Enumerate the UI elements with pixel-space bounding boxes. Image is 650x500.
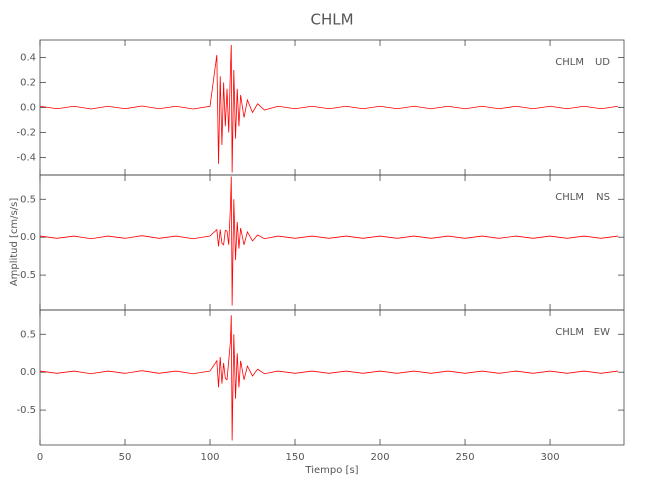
- y-tick-label: -0.5: [16, 405, 36, 416]
- chart-title: CHLM: [310, 11, 353, 29]
- y-tick-label: 0.0: [20, 232, 36, 243]
- x-tick-label: 300: [540, 452, 559, 463]
- panel-frame: [39, 39, 625, 176]
- x-axis-label: Tiempo [s]: [304, 465, 358, 476]
- y-axis-label: Amplitud [cm/s/s]: [9, 198, 20, 287]
- y-tick-label: -0.5: [16, 270, 36, 281]
- panel-frame: [39, 309, 625, 446]
- y-tick-label: 0.5: [20, 194, 36, 205]
- station-label: CHLM: [555, 327, 584, 338]
- station-label: CHLM: [555, 192, 584, 203]
- y-tick-label: 0.5: [20, 329, 36, 340]
- component-label: UD: [595, 57, 610, 68]
- x-tick-label: 0: [37, 452, 43, 463]
- component-label: NS: [596, 192, 610, 203]
- y-tick-label: -0.2: [16, 128, 36, 139]
- x-tick-label: 200: [370, 452, 389, 463]
- y-tick-label: 0.0: [20, 103, 36, 114]
- x-tick-label: 150: [285, 452, 304, 463]
- x-tick-label: 100: [200, 452, 219, 463]
- waveform: [39, 176, 619, 306]
- station-label: CHLM: [555, 57, 584, 68]
- x-tick-label: 50: [119, 452, 132, 463]
- panel-frame: [39, 174, 625, 311]
- y-tick-label: 0.2: [20, 78, 36, 89]
- y-tick-label: 0.4: [20, 53, 36, 64]
- x-tick-label: 250: [455, 452, 474, 463]
- waveform: [39, 44, 619, 173]
- y-tick-label: -0.4: [16, 153, 36, 164]
- waveform: [39, 315, 619, 441]
- y-tick-label: 0.0: [20, 367, 36, 378]
- component-label: EW: [594, 327, 610, 338]
